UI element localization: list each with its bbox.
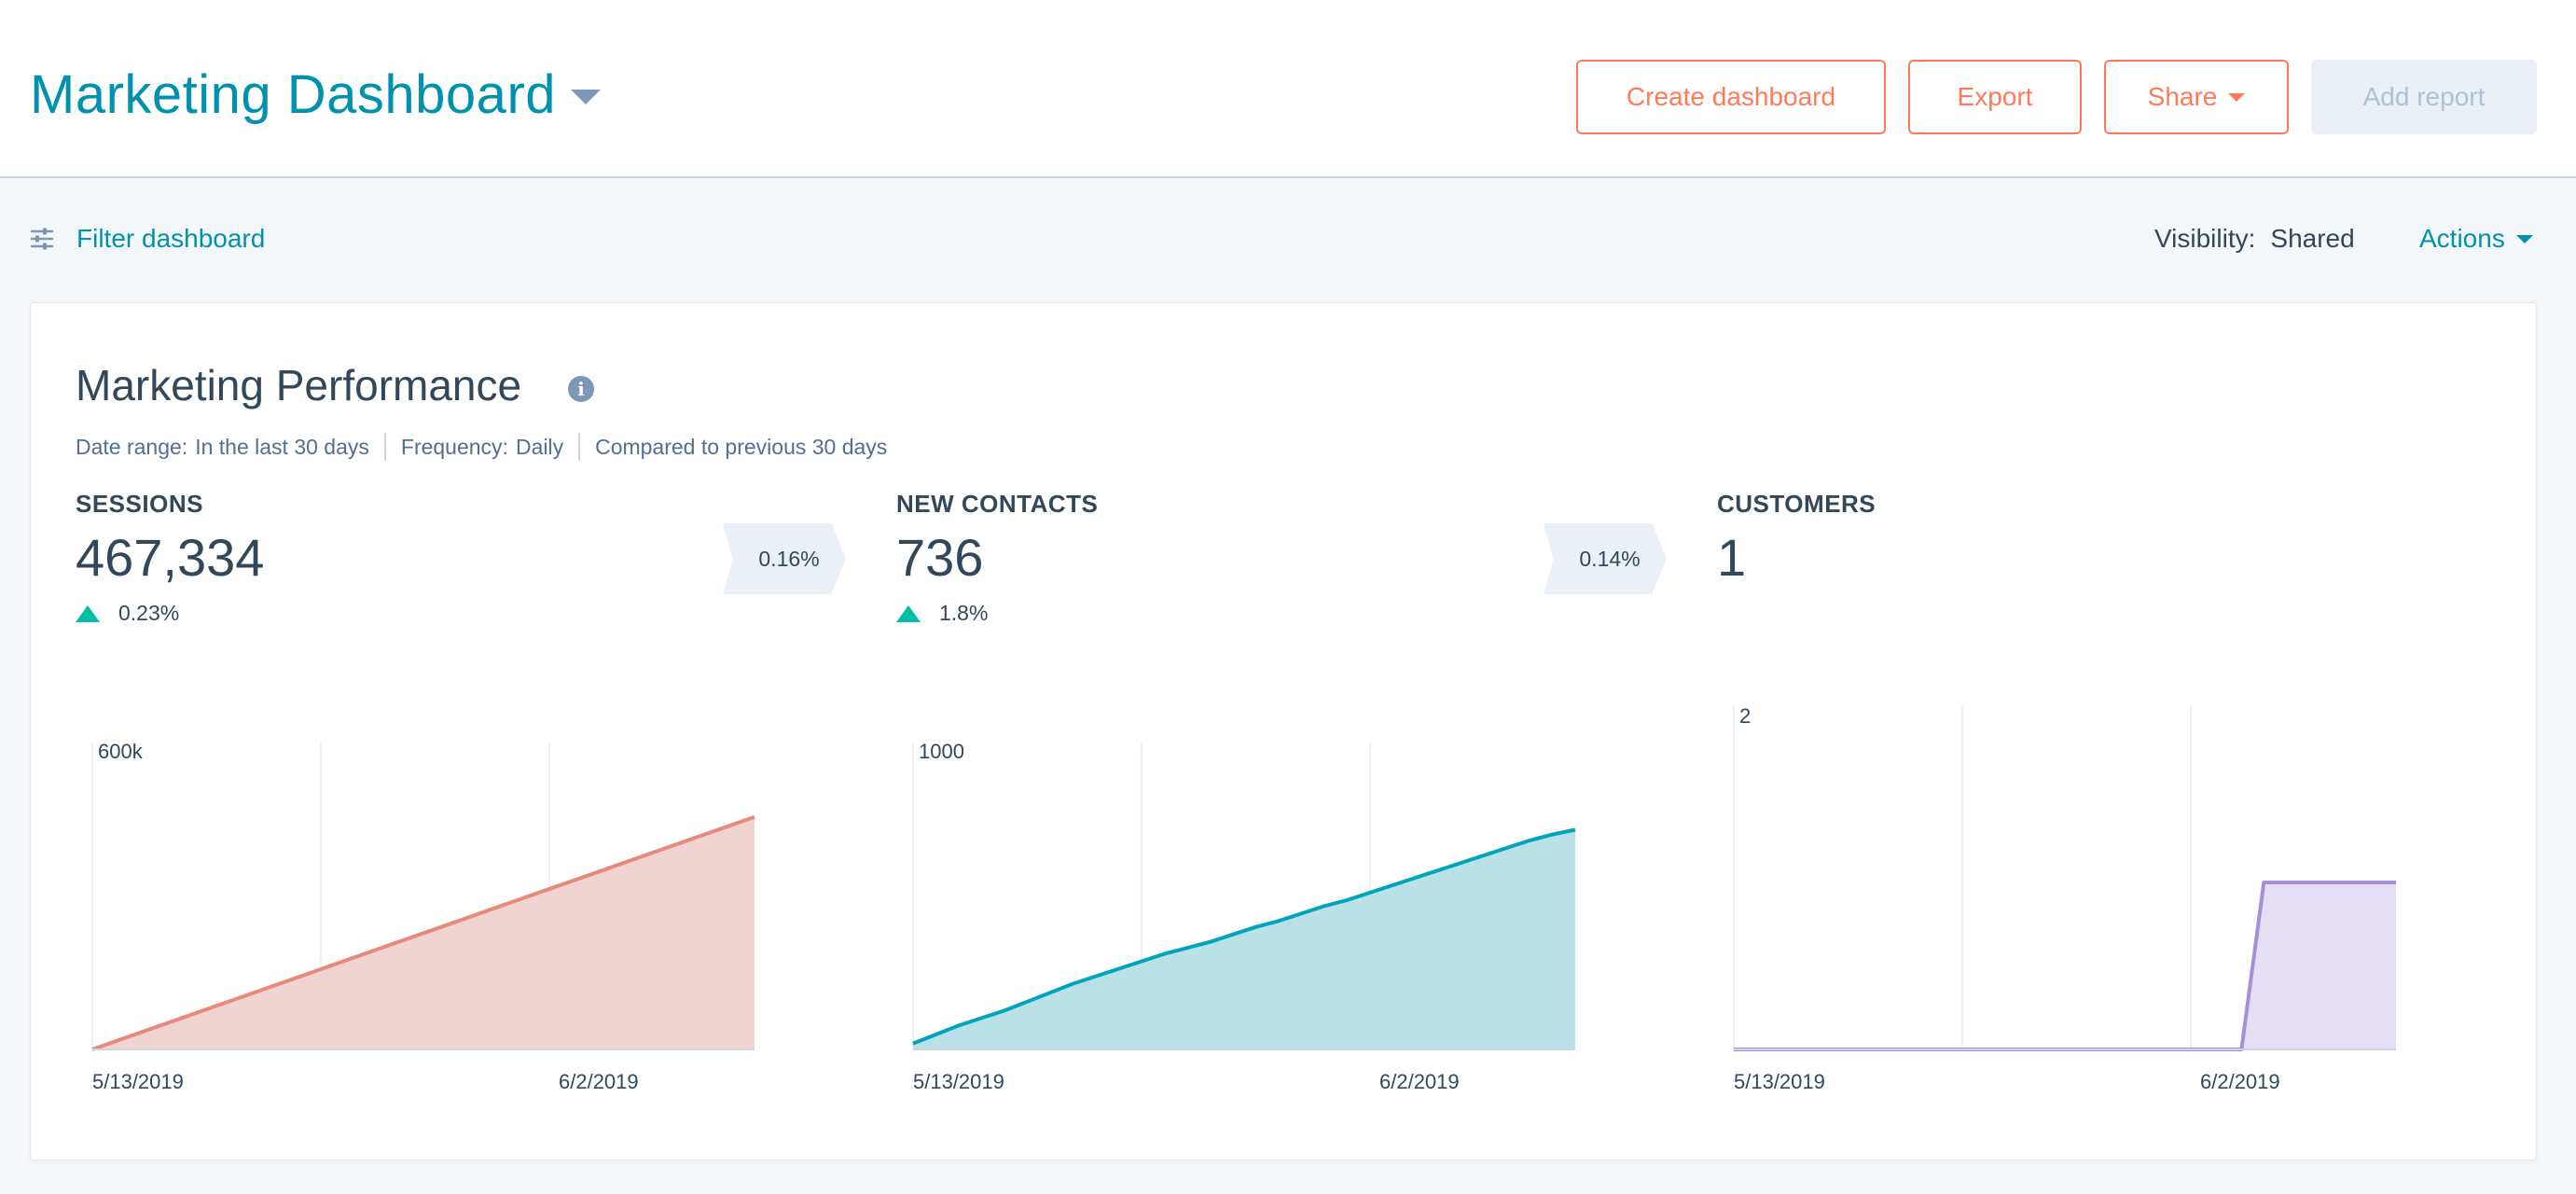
add-report-button-label: Add report	[2362, 82, 2486, 111]
customers-chart[interactable]: 2 5/13/2019 6/2/2019	[1706, 695, 2471, 1124]
new-contacts-chart-svg: 1000 5/13/2019 6/2/2019	[912, 740, 1576, 1093]
kpi-change-value: 1.8%	[939, 601, 989, 625]
sessions-chart[interactable]: 600k 5/13/2019 6/2/2019	[64, 695, 829, 1124]
meta-divider	[578, 433, 581, 461]
kpi-label: NEW CONTACTS	[896, 490, 1099, 518]
new-contacts-chart[interactable]: 1000 5/13/2019 6/2/2019	[885, 695, 1650, 1124]
x-axis-tick-label: 5/13/2019	[92, 1070, 184, 1093]
trend-up-icon	[896, 604, 921, 622]
series-area	[1734, 882, 2396, 1049]
kpi-label: CUSTOMERS	[1717, 490, 1877, 518]
info-icon[interactable]: i	[568, 376, 594, 402]
share-caret-icon	[2228, 92, 2246, 102]
x-axis-tick-label: 6/2/2019	[559, 1070, 639, 1093]
x-axis-tick-label: 6/2/2019	[2200, 1070, 2280, 1093]
kpi-customers: CUSTOMERS 1	[1717, 490, 2202, 588]
conversion-rate-value: 0.14%	[1579, 546, 1641, 571]
create-dashboard-button[interactable]: Create dashboard	[1576, 60, 1886, 134]
kpi-change: 1.8%	[896, 601, 1381, 626]
filter-dashboard-label: Filter dashboard	[76, 224, 266, 253]
kpi-value: 467,334	[76, 528, 265, 587]
kpi-change-value: 0.23%	[118, 601, 180, 625]
visibility-value: Shared	[2270, 224, 2355, 253]
card-title: Marketing Performance	[76, 361, 522, 410]
x-axis-tick-label: 5/13/2019	[913, 1070, 1004, 1093]
filter-dashboard-link[interactable]: Filter dashboard	[30, 220, 265, 257]
create-dashboard-button-label: Create dashboard	[1626, 82, 1836, 111]
date-range-value: In the last 30 days	[195, 434, 369, 459]
frequency-value: Daily	[515, 434, 564, 459]
add-report-button[interactable]: Add report	[2311, 60, 2537, 134]
conversion-rate-badge: 0.16%	[723, 523, 846, 594]
visibility-status: Visibility: Shared	[2154, 220, 2355, 257]
kpi-sessions: SESSIONS 467,334 0.23%	[76, 490, 561, 626]
conversion-rate-value: 0.16%	[758, 546, 820, 571]
kpi-new-contacts: NEW CONTACTS 736 1.8%	[896, 490, 1381, 626]
y-axis-max-label: 2	[1739, 704, 1751, 728]
share-button[interactable]: Share	[2104, 60, 2289, 134]
dashboard-switcher-caret-icon[interactable]	[571, 90, 601, 104]
export-button-label: Export	[1957, 82, 2033, 111]
dashboard-title[interactable]: Marketing Dashboard	[30, 64, 557, 125]
compare-text: Compared to previous 30 days	[595, 434, 888, 459]
customers-chart-svg: 2 5/13/2019 6/2/2019	[1733, 704, 2396, 1093]
x-axis-tick-label: 5/13/2019	[1734, 1070, 1825, 1093]
series-line	[912, 827, 1576, 1046]
report-meta: Date range: In the last 30 days Frequenc…	[76, 430, 887, 464]
visibility-label: Visibility:	[2154, 224, 2256, 253]
kpi-value: 1	[1717, 528, 1747, 587]
actions-caret-icon	[2515, 234, 2533, 243]
y-axis-max-label: 600k	[98, 740, 144, 763]
kpi-change: 0.23%	[76, 601, 561, 626]
trend-up-icon	[76, 604, 100, 622]
frequency-label: Frequency:	[400, 434, 508, 459]
actions-dropdown[interactable]: Actions	[2419, 220, 2533, 257]
y-axis-max-label: 1000	[919, 740, 964, 763]
sessions-chart-svg: 600k 5/13/2019 6/2/2019	[91, 740, 755, 1093]
conversion-rate-badge: 0.14%	[1544, 523, 1667, 594]
kpi-label: SESSIONS	[76, 490, 203, 518]
date-range-label: Date range:	[76, 434, 188, 459]
x-axis-tick-label: 6/2/2019	[1379, 1070, 1460, 1093]
filter-sliders-icon	[30, 228, 54, 250]
marketing-performance-card: Marketing Performance i Date range: In t…	[30, 302, 2537, 1160]
kpi-value: 736	[896, 528, 984, 587]
actions-label: Actions	[2419, 224, 2505, 253]
meta-divider	[383, 433, 386, 461]
series-line	[91, 814, 755, 1051]
share-button-label: Share	[2147, 82, 2218, 111]
export-button[interactable]: Export	[1908, 60, 2082, 134]
dashboard-header: Marketing Dashboard Create dashboard Exp…	[0, 0, 2576, 178]
series-area	[913, 829, 1575, 1049]
